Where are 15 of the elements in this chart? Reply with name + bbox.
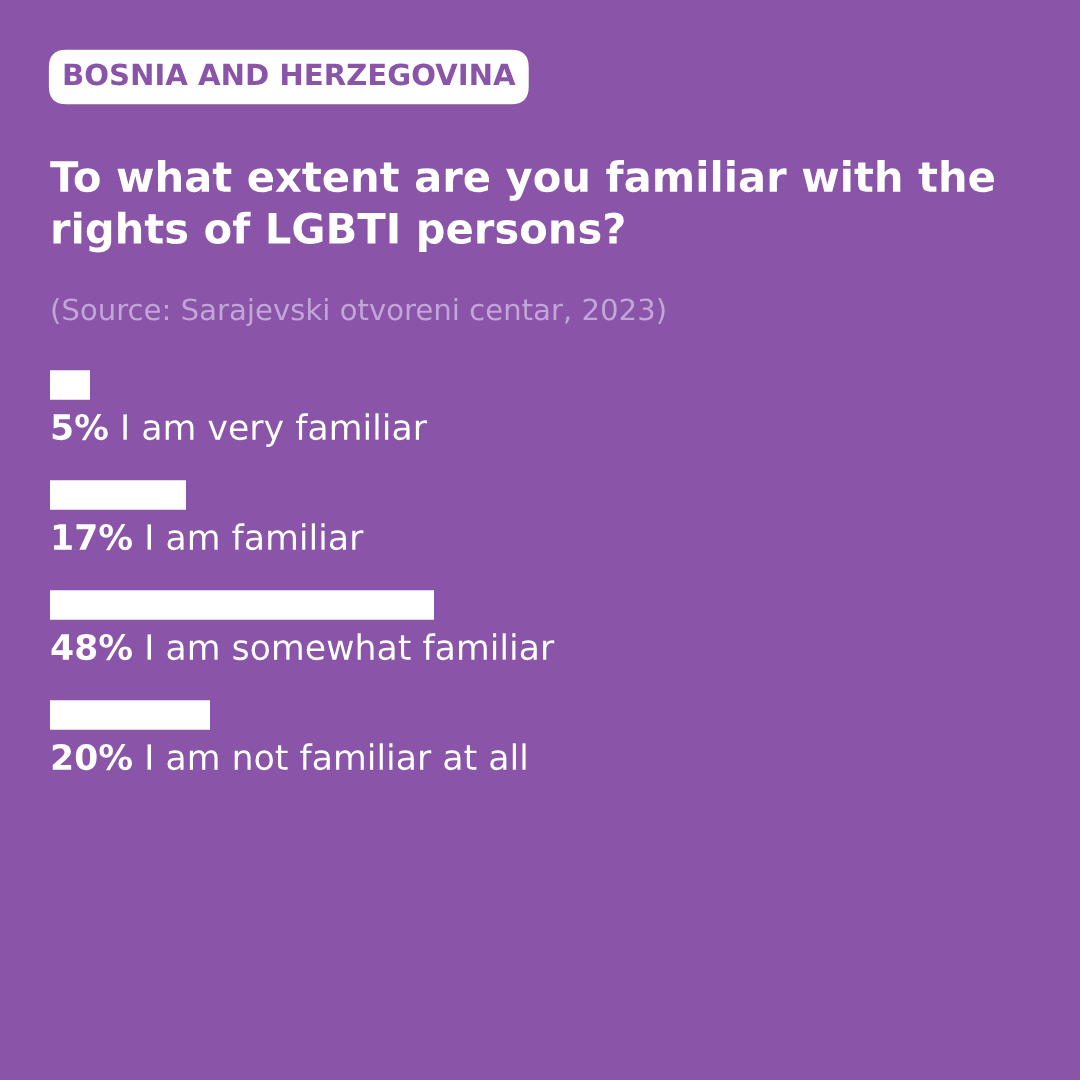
bar <box>50 700 210 730</box>
data-label: 48% <box>51 633 133 661</box>
text: BOSNIA AND HERZEGOVINA <box>64 63 516 86</box>
chart-title: To what extent are you familiar with the rights of LGBTI persons? <box>50 160 994 253</box>
bar <box>50 480 186 510</box>
y-tick-label: I am very familiar <box>123 413 427 447</box>
y-tick-label: I am not familiar at all <box>147 743 526 771</box>
text: (Source: Sarajevski otvoreni centar, 2023) <box>52 297 665 327</box>
data-label: 17% <box>53 523 133 551</box>
bar <box>50 370 90 400</box>
bar <box>50 590 434 620</box>
data-label: 5% <box>52 413 108 441</box>
y-tick-label: I am familiar <box>147 523 364 551</box>
data-label: 20% <box>52 743 133 771</box>
y-tick-label: I am somewhat familiar <box>147 633 555 661</box>
